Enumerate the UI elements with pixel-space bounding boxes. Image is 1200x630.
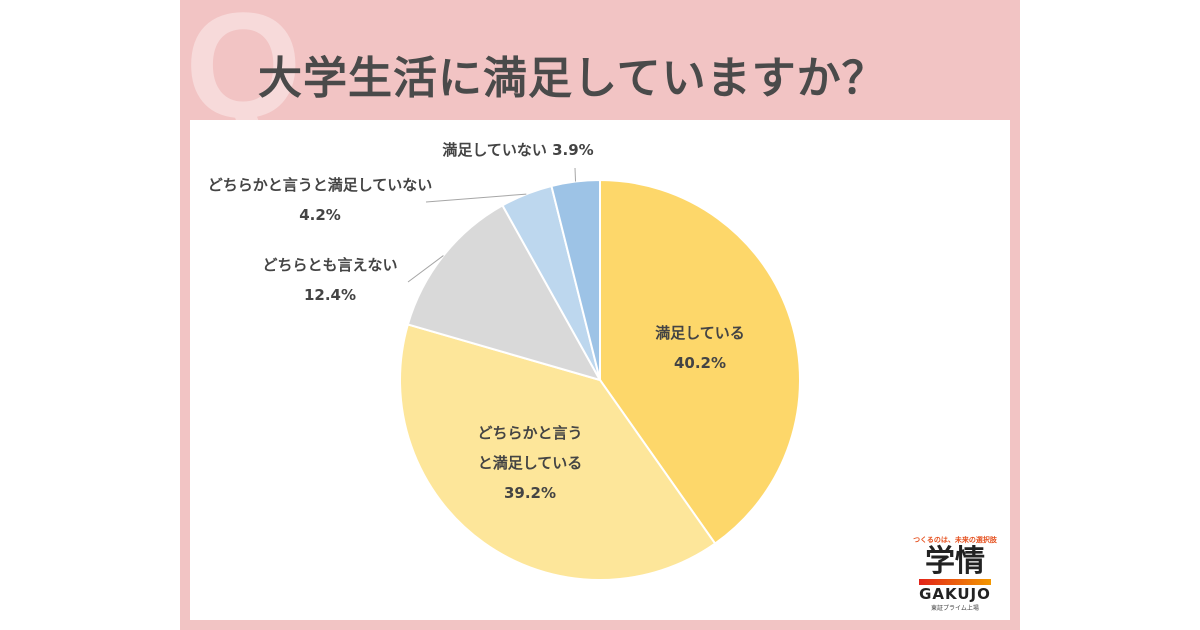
- slice-label-1: どちらかと言う: [477, 424, 582, 442]
- chart-title: 大学生活に満足していますか？: [258, 53, 887, 104]
- pie-slice-1: [399, 323, 717, 581]
- pie-slice-2: [406, 204, 603, 382]
- slice-label-2: どちらとも言えない: [262, 256, 397, 274]
- leader-line-3: [425, 193, 527, 203]
- logo-name: GAKUJO: [919, 585, 991, 603]
- pie-slice-0: [599, 178, 801, 545]
- logo-bar: [919, 579, 991, 585]
- slice-label-3: どちらかと言うと満足していない: [208, 176, 433, 194]
- slice-label-4: 満足していない 3.9%: [442, 141, 593, 159]
- slice-label-3: 4.2%: [299, 206, 341, 224]
- slice-label-0: 満足している: [655, 324, 745, 342]
- slice-label-1: と満足している: [478, 454, 583, 472]
- slice-label-2: 12.4%: [304, 286, 356, 304]
- q-mark: Q: [185, 0, 302, 149]
- slice-label-0: 40.2%: [674, 354, 726, 372]
- pie-slice-4: [550, 178, 601, 381]
- slice-label-1: 39.2%: [504, 484, 556, 502]
- logo-tagline: つくるのは、未来の選択肢: [913, 536, 997, 544]
- leader-line-4: [574, 167, 577, 182]
- logo-kanji: 学情: [925, 544, 985, 579]
- logo-sub: 東証プライム上場: [931, 605, 979, 612]
- leader-line-2: [407, 255, 444, 283]
- gakujo-logo: つくるのは、未来の選択肢 学情 GAKUJO 東証プライム上場: [905, 535, 1005, 612]
